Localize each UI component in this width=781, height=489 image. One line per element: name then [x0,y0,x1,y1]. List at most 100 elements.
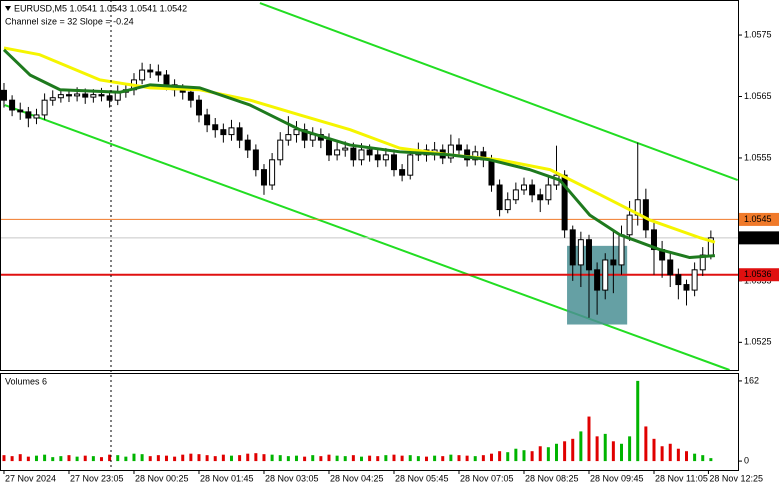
candle-body [98,94,105,97]
candle-body [496,184,503,211]
price-frame [0,0,739,371]
candle-body [667,259,674,276]
candle-body [269,159,276,186]
x-tick-label: 28 Nov 08:25 [525,473,579,483]
current-price-label: 1.0542 [744,232,772,242]
candle-body [529,184,536,196]
candle-body [0,89,7,101]
candle-body [488,159,495,186]
y-tick-label: 1.0575 [744,29,772,39]
candle-body [25,111,32,119]
candle-body [691,269,698,291]
x-tick-label: 28 Nov 12:25 [709,473,763,483]
candle-body [610,259,617,266]
candle-body [618,234,625,266]
candle-body [9,99,16,111]
candle-body [277,139,284,161]
x-tick-label: 27 Nov 2024 [5,473,56,483]
level-label: 1.0545 [744,214,772,224]
x-tick-label: 28 Nov 04:25 [330,473,384,483]
channel-line [259,2,739,182]
moving-average [2,48,716,260]
x-tick-label: 28 Nov 07:05 [460,473,514,483]
candle-body [74,93,81,97]
candle-body [374,154,381,161]
candle-body [642,199,649,231]
candle-body [334,149,341,156]
candle-body [520,184,527,191]
candle-body [683,284,690,291]
candle-body [675,274,682,286]
level-label-box [739,212,779,226]
candle-body [585,239,592,271]
current-price-box [739,231,779,245]
moving-average [3,46,716,244]
candle-body [626,214,633,236]
candle-body [382,154,389,161]
candle-body [204,114,211,126]
price-panel: 1.05251.05351.05551.05651.05751.05451.05… [0,2,779,371]
candle-body [147,69,154,73]
candle-body [699,254,706,271]
x-tick-label: 28 Nov 00:25 [135,473,189,483]
volume-frame [0,373,739,471]
volume-title: Volumes 6 [5,376,47,386]
x-tick-label: 28 Nov 09:45 [590,473,644,483]
candle-body [49,97,56,101]
candle-body [512,189,519,201]
candle-body [358,149,365,161]
y-tick-label: 162 [744,375,759,385]
candle-body [537,194,544,201]
candle-body [163,74,170,86]
candle-body [561,174,568,231]
chart-subtitle: Channel size = 32 Slope = -0.24 [5,16,134,26]
volume-panel: 0 162 [2,375,759,465]
x-tick-label: 28 Nov 11:05 [655,473,708,483]
y-tick-label: 1.0565 [744,91,772,101]
candle-body [187,91,194,101]
menu-icon [5,6,11,11]
x-tick-label: 28 Nov 03:05 [265,473,319,483]
candle-body [350,147,357,161]
candle-body [260,169,267,186]
x-tick-label: 27 Nov 23:05 [70,473,124,483]
x-tick-label: 28 Nov 01:45 [200,473,254,483]
candle-body [407,154,414,176]
candle-body [155,71,162,76]
y-tick-label: 1.0555 [744,152,772,162]
candle-body [602,259,609,291]
level-label: 1.0536 [744,269,772,279]
candle-body [195,99,202,116]
level-label-box [739,268,779,282]
candle-body [65,94,72,97]
candle-body [57,94,64,99]
candle-body [139,69,146,81]
candle-body [594,269,601,291]
candle-body [244,139,251,151]
candle-body [285,134,292,141]
candle-body [447,144,454,159]
candle-body [228,127,235,136]
candle-body [366,149,373,156]
x-tick-label: 28 Nov 05:45 [395,473,449,483]
candle-body [212,124,219,131]
candle-body [569,229,576,266]
candle-body [41,99,48,116]
candle-body [33,114,40,119]
candle-body [252,149,259,171]
candle-body [90,94,97,98]
y-tick-label: 1.0525 [744,337,772,347]
candle-body [236,127,243,141]
candle-body [106,95,113,101]
candle-body [399,169,406,176]
candle-body [455,144,462,151]
candle-body [17,109,24,113]
candle-body [504,199,511,211]
candle-body [82,93,89,98]
y-tick-label: 0 [744,455,749,465]
candle-body [325,139,332,156]
candle-body [220,129,227,136]
